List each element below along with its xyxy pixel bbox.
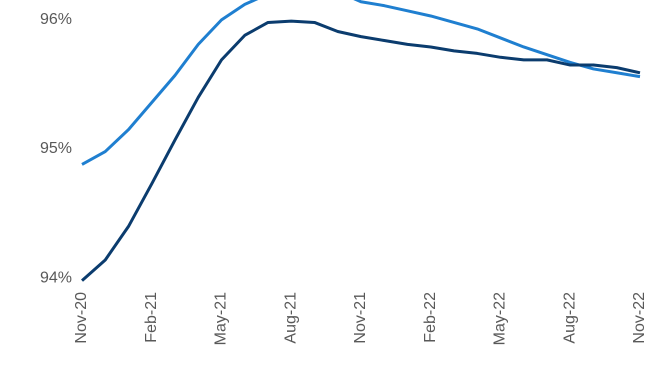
x-tick-label: May-22: [492, 292, 509, 345]
line-series: [81, 0, 641, 166]
x-tick-label: Feb-22: [422, 292, 439, 343]
line-series: [81, 19, 641, 282]
x-tick-label: Nov-21: [352, 292, 369, 344]
x-tick-label: Aug-22: [561, 292, 578, 344]
x-tick-label: Aug-21: [282, 292, 299, 344]
x-tick-label: May-21: [213, 292, 230, 345]
x-tick-label: Nov-20: [73, 292, 90, 344]
x-tick-label: Nov-22: [631, 292, 648, 344]
plot-area: [81, 0, 641, 282]
y-tick-label: 96%: [40, 11, 72, 28]
x-tick-label: Feb-21: [143, 292, 160, 343]
y-tick-label: 95%: [40, 140, 72, 157]
y-tick-label: 94%: [40, 269, 72, 286]
